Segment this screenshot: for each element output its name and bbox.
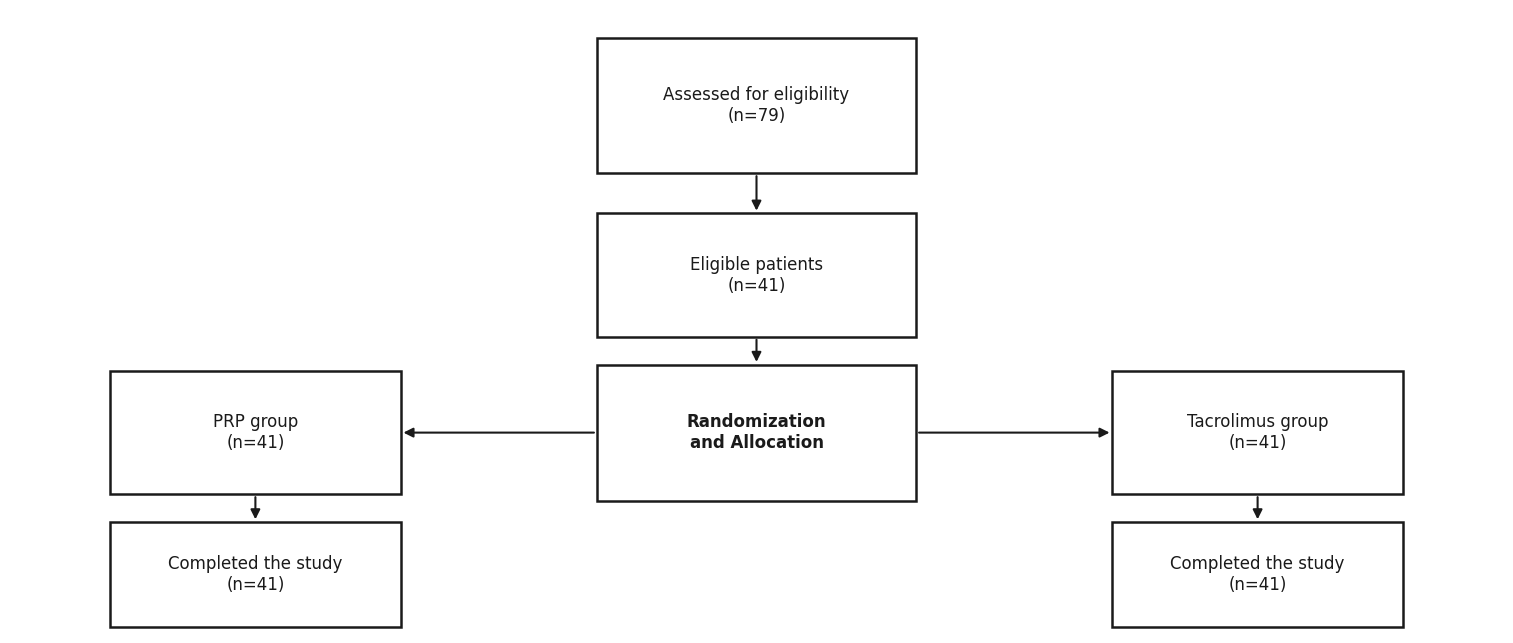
FancyBboxPatch shape <box>1112 371 1403 494</box>
Text: Tacrolimus group
(n=41): Tacrolimus group (n=41) <box>1186 413 1328 452</box>
Text: Completed the study
(n=41): Completed the study (n=41) <box>1171 555 1345 594</box>
Text: Assessed for eligibility
(n=79): Assessed for eligibility (n=79) <box>663 86 850 125</box>
FancyBboxPatch shape <box>596 37 917 174</box>
FancyBboxPatch shape <box>110 522 401 627</box>
Text: PRP group
(n=41): PRP group (n=41) <box>213 413 298 452</box>
FancyBboxPatch shape <box>596 365 917 500</box>
FancyBboxPatch shape <box>1112 522 1403 627</box>
Text: Completed the study
(n=41): Completed the study (n=41) <box>168 555 342 594</box>
Text: Eligible patients
(n=41): Eligible patients (n=41) <box>690 256 823 294</box>
FancyBboxPatch shape <box>596 213 917 337</box>
Text: Randomization
and Allocation: Randomization and Allocation <box>687 413 826 452</box>
FancyBboxPatch shape <box>110 371 401 494</box>
